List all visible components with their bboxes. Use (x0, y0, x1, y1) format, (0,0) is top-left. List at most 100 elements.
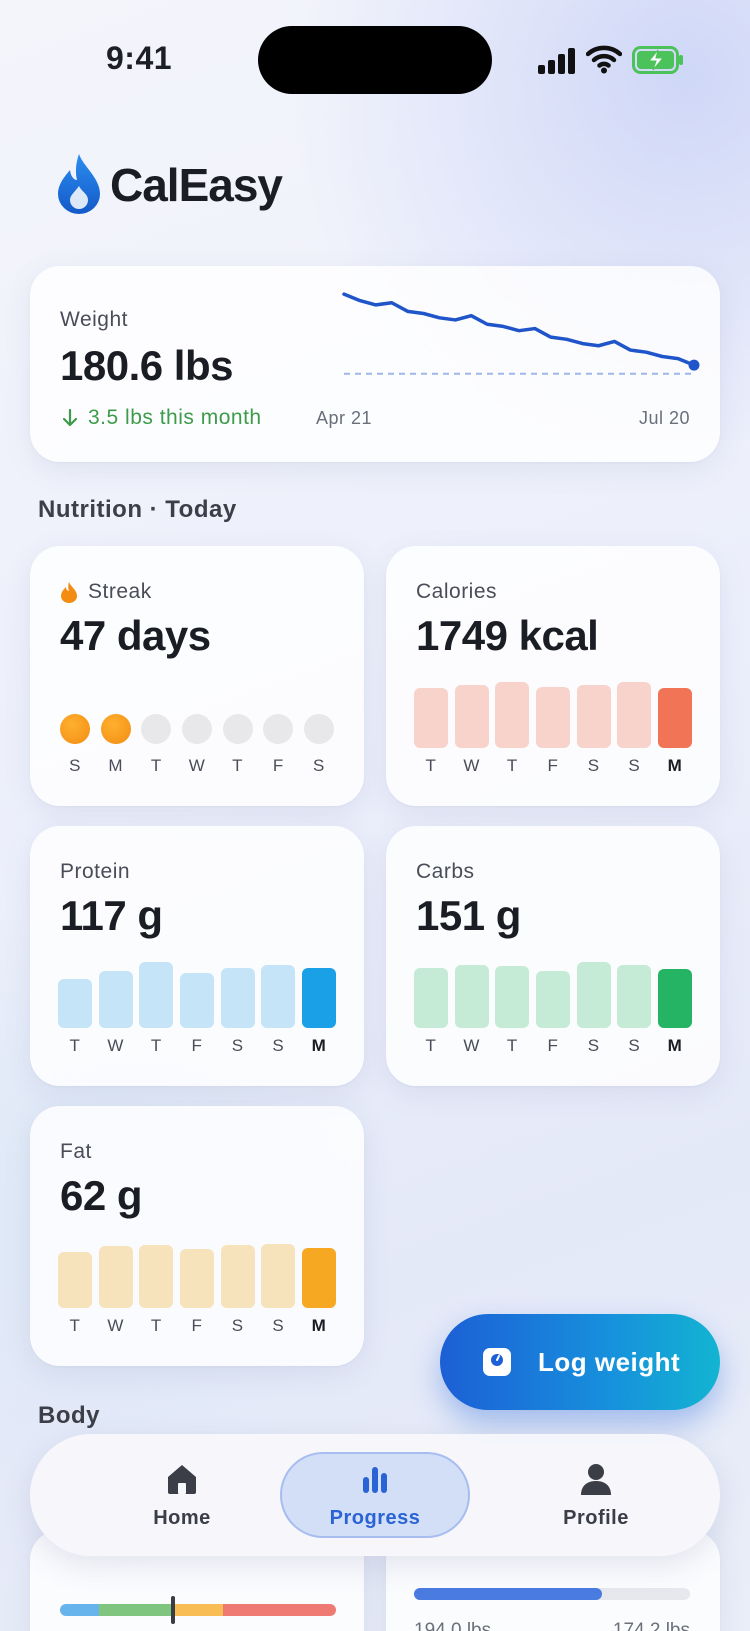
carbs-label: Carbs (416, 860, 475, 883)
fat-day-label: F (191, 1316, 203, 1335)
calories-value: 1749 kcal (416, 612, 599, 659)
tab-profile-label: Profile (563, 1506, 629, 1529)
carbs-bar (495, 966, 530, 1028)
carbs-day-label: S (587, 1036, 600, 1055)
fat-bar-chart (58, 1238, 336, 1308)
carbs-bar (535, 970, 570, 1028)
carbs-value: 151 g (416, 892, 521, 939)
fat-bar (98, 1246, 133, 1308)
weight-change-text: 3.5 lbs this month (88, 406, 262, 429)
carbs-bar (617, 965, 652, 1028)
goal-start-weight: 194.0 lbs (414, 1620, 492, 1631)
calories-card[interactable]: Calories 1749 kcal T W T F S S M (386, 546, 720, 806)
bmi-scale-bar (60, 1604, 336, 1616)
goal-target-weight: 174.2 lbs (612, 1620, 690, 1631)
cellular-signal-icon (538, 48, 575, 74)
weight-value: 180.6 lbs (60, 342, 233, 389)
log-weight-button[interactable]: Log weight (440, 1314, 720, 1410)
calories-day-label: W (463, 756, 480, 775)
carbs-bar (414, 967, 448, 1028)
protein-card[interactable]: Protein 117 g T W T F S S M (30, 826, 364, 1086)
calories-bar-chart (414, 678, 692, 748)
protein-bar (261, 965, 296, 1028)
goal-progress-bar (414, 1588, 690, 1600)
fat-card[interactable]: Fat 62 g T W T F S S M (30, 1106, 364, 1366)
calories-bar (576, 685, 611, 748)
fat-day-label: W (107, 1316, 124, 1335)
weight-trend-line (342, 292, 696, 367)
tab-progress-label: Progress (329, 1506, 421, 1529)
streak-day-label: W (188, 756, 206, 775)
scale-icon (483, 1348, 511, 1376)
battery-charging-icon (632, 46, 683, 74)
calories-label: Calories (416, 580, 498, 603)
weight-card[interactable]: Weight 180.6 lbs 3.5 lbs this month Apr … (30, 266, 720, 462)
calories-bar (657, 687, 692, 748)
fat-label: Fat (60, 1140, 92, 1163)
protein-bar (179, 973, 214, 1028)
bmi-marker (171, 1596, 176, 1624)
carbs-card[interactable]: Carbs 151 g T W T F S S M (386, 826, 720, 1086)
carbs-day-label: W (463, 1036, 480, 1055)
tab-profile[interactable]: Profile (506, 1434, 686, 1556)
carbs-day-label: S (628, 1036, 641, 1055)
fat-day-label: T (69, 1316, 81, 1335)
fat-day-label: T (150, 1316, 162, 1335)
weight-label: Weight (60, 308, 128, 331)
fat-day-label: M (311, 1316, 327, 1335)
carbs-bar (657, 969, 692, 1028)
dynamic-island (258, 26, 492, 94)
calories-bar (535, 687, 570, 748)
flame-icon (61, 582, 77, 603)
streak-dots (58, 714, 336, 744)
weight-trend-chart (342, 292, 700, 375)
protein-bar (301, 967, 336, 1028)
calories-day-label: T (425, 756, 437, 775)
flame-drop-logo-icon (58, 154, 100, 214)
tab-bar: Home Progress Profile (30, 1434, 720, 1556)
streak-dot (222, 714, 253, 744)
fat-bar (261, 1243, 296, 1308)
protein-day-label: M (311, 1036, 327, 1055)
streak-dot (141, 714, 172, 744)
tab-progress[interactable]: Progress (280, 1434, 470, 1556)
calories-bar (617, 682, 652, 748)
tab-home[interactable]: Home (92, 1434, 272, 1556)
calories-bar (495, 682, 530, 748)
protein-value: 117 g (60, 892, 163, 939)
calories-day-label: S (587, 756, 600, 775)
carbs-day-label: T (506, 1036, 518, 1055)
calories-bar (454, 685, 489, 748)
calories-day-label: S (628, 756, 641, 775)
carbs-day-label: T (425, 1036, 437, 1055)
streak-day-label: S (69, 756, 81, 775)
fat-day-label: S (231, 1316, 244, 1335)
protein-bar (58, 979, 92, 1028)
protein-bar-chart (58, 958, 336, 1028)
home-icon (168, 1464, 196, 1494)
bar-chart-icon (363, 1466, 387, 1493)
weight-chart-start-label: Apr 21 (316, 408, 373, 428)
protein-day-label: T (69, 1036, 81, 1055)
carbs-bar (576, 962, 611, 1028)
goal-progress-fill (414, 1588, 602, 1600)
carbs-day-label: M (667, 1036, 683, 1055)
streak-card[interactable]: Streak 47 days S M T W T F S (30, 546, 364, 806)
streak-dot (181, 714, 212, 744)
person-icon (581, 1463, 611, 1495)
streak-label: Streak (88, 580, 152, 603)
protein-day-label: S (231, 1036, 244, 1055)
streak-dot (263, 714, 294, 744)
fat-day-label: S (272, 1316, 285, 1335)
streak-dot (60, 714, 90, 744)
fat-bar (301, 1247, 336, 1308)
protein-day-label: F (191, 1036, 203, 1055)
protein-day-label: T (150, 1036, 162, 1055)
streak-day-label: T (232, 756, 244, 775)
carbs-day-label: F (547, 1036, 559, 1055)
streak-value: 47 days (60, 612, 211, 659)
